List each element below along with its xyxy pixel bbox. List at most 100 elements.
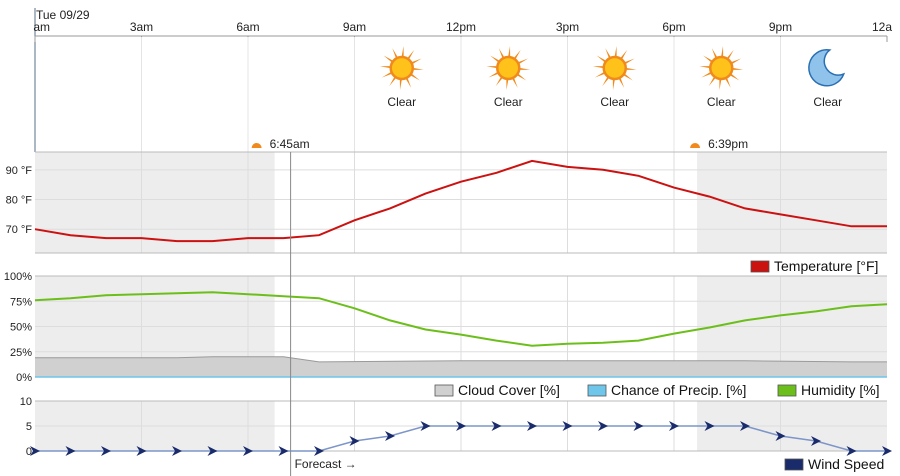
sun-ray xyxy=(486,66,497,68)
cloud-cover-area xyxy=(35,356,887,377)
sun-ray xyxy=(596,55,606,62)
sun-ray xyxy=(708,77,716,87)
sun-ray xyxy=(727,49,734,59)
wind-barb xyxy=(491,421,502,431)
sun-ray xyxy=(495,77,503,87)
wind-barb xyxy=(633,421,644,431)
sun-ray xyxy=(701,72,711,78)
wind-barb xyxy=(811,436,821,446)
wind-barb xyxy=(704,421,715,431)
wind-barb xyxy=(562,421,573,431)
sun-disc xyxy=(709,55,734,81)
forecast-label: Forecast → xyxy=(295,457,357,471)
sunrise-icon xyxy=(251,143,262,148)
sun-ray xyxy=(730,74,740,81)
sun-ray xyxy=(506,79,509,90)
sun-ray xyxy=(725,78,731,88)
sun-icon xyxy=(699,46,744,90)
y-tick-label: 25% xyxy=(10,347,32,359)
sun-ray xyxy=(711,48,717,58)
sun-ray xyxy=(625,58,635,64)
sun-ray xyxy=(490,55,499,62)
sun-ray xyxy=(508,46,511,57)
sun-ray xyxy=(406,78,412,88)
wind-barb xyxy=(207,446,218,456)
sun-ray xyxy=(411,74,420,81)
wind-barb xyxy=(775,431,786,441)
sun-ray xyxy=(614,46,617,57)
legend-humidity-label: Humidity [%] xyxy=(801,382,880,398)
time-tick-label: 9pm xyxy=(769,20,792,34)
moon-icon xyxy=(808,49,846,87)
wind-barb xyxy=(598,421,608,431)
wind-barb xyxy=(349,436,360,446)
sun-ray xyxy=(602,77,609,87)
time-tick-label: am xyxy=(33,20,50,34)
sky-condition-label: Clear xyxy=(707,95,736,109)
legend-temperature-label: Temperature [°F] xyxy=(774,258,878,274)
legend-humidity-swatch xyxy=(777,384,797,397)
sun-disc xyxy=(389,55,414,81)
wind-barb xyxy=(136,446,147,456)
time-tick-label: 3am xyxy=(130,20,153,34)
sky-condition-label: Clear xyxy=(813,95,842,109)
y-tick-label: 70 °F xyxy=(6,224,33,236)
wind-barb xyxy=(101,446,111,456)
wind-barb xyxy=(527,421,537,431)
y-tick-label: 5 xyxy=(26,421,32,433)
legend-wind-speed-label: Wind Speed xyxy=(808,456,884,472)
wind-barb xyxy=(314,446,324,456)
sun-ray xyxy=(733,68,744,70)
cloud-cover-line xyxy=(35,356,887,363)
temperature-line xyxy=(34,159,887,243)
sky-condition-label: Clear xyxy=(387,95,416,109)
legend-wind-speed-swatch xyxy=(784,458,804,471)
legend-cloud-cover-label: Cloud Cover [%] xyxy=(458,382,560,398)
sun-disc xyxy=(602,55,627,81)
time-tick-label: 12a xyxy=(872,20,892,34)
sun-ray xyxy=(407,49,415,59)
y-tick-label: 0% xyxy=(16,372,32,384)
sun-ray xyxy=(399,79,402,90)
sun-ray xyxy=(514,49,521,59)
time-tick-label: 6pm xyxy=(662,20,685,34)
sun-ray xyxy=(703,55,712,62)
sun-ray xyxy=(517,74,527,81)
wind-barb xyxy=(420,421,431,431)
sun-icon xyxy=(592,46,637,90)
sun-ray xyxy=(626,68,637,70)
sun-ray xyxy=(392,48,398,58)
wind-barb xyxy=(278,446,289,456)
sun-ray xyxy=(518,58,529,64)
y-tick-label: 75% xyxy=(10,296,32,308)
y-tick-label: 10 xyxy=(20,396,32,408)
legend-precip-label: Chance of Precip. [%] xyxy=(611,382,746,398)
time-tick-label: 12pm xyxy=(446,20,476,34)
sun-ray xyxy=(605,48,611,58)
sun-ray xyxy=(379,66,390,68)
time-tick-label: 9am xyxy=(343,20,366,34)
sunset-icon xyxy=(690,143,701,148)
legend-cloud-cover-swatch xyxy=(434,384,454,397)
sun-ray xyxy=(383,55,393,62)
sun-ray xyxy=(721,46,724,57)
sky-condition-label: Clear xyxy=(494,95,523,109)
sun-ray xyxy=(620,49,628,59)
moon-shape xyxy=(808,49,846,87)
wind-barb xyxy=(846,446,857,456)
night-shading xyxy=(35,152,275,253)
sun-ray xyxy=(624,74,633,81)
sun-ray xyxy=(381,72,392,78)
y-tick-label: 80 °F xyxy=(6,195,33,207)
sun-ray xyxy=(413,68,424,70)
sun-ray xyxy=(619,78,625,88)
wind-barb xyxy=(456,421,466,431)
time-tick-label: 6am xyxy=(236,20,259,34)
wind-barb xyxy=(30,446,40,456)
legend-temperature-swatch xyxy=(750,260,770,273)
sun-icon xyxy=(486,46,531,90)
y-tick-label: 100% xyxy=(4,271,32,283)
humidity-panel: 0% 25% 50% 75% 100% xyxy=(4,271,888,384)
sun-icon xyxy=(379,46,424,90)
wind-barb xyxy=(740,421,750,431)
